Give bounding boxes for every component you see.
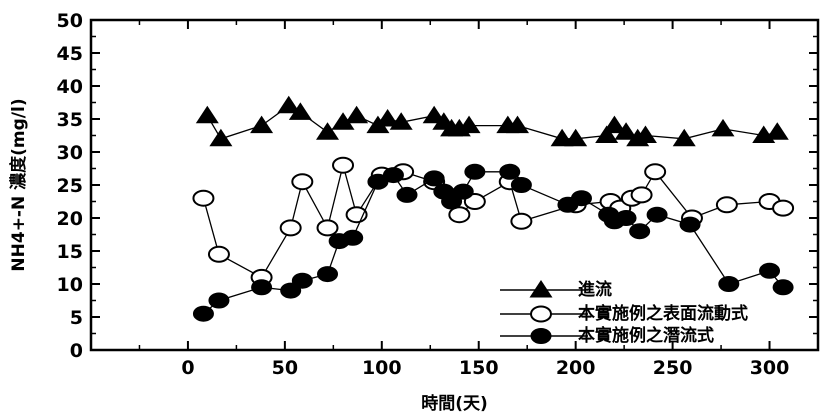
plot-frame <box>89 18 820 352</box>
series-3-point <box>510 177 532 193</box>
series-1-point <box>209 128 233 147</box>
series-3-point <box>499 163 521 180</box>
series-3-point <box>615 210 637 226</box>
legend-marker <box>530 305 552 323</box>
series-2-point <box>279 219 302 237</box>
legend-marker <box>530 328 552 344</box>
y-tick-label: 30 <box>57 142 83 164</box>
y-tick-label: 45 <box>57 43 83 65</box>
series-3-point <box>570 190 592 207</box>
series-3-point <box>718 276 740 292</box>
series-2-point <box>510 212 533 230</box>
legend-label: 進流 <box>578 279 612 300</box>
series-1-point <box>389 112 413 130</box>
series-1-point <box>711 118 735 137</box>
x-tick-label: 300 <box>750 357 790 379</box>
series-1-point <box>288 102 312 120</box>
series-2-point <box>715 196 738 214</box>
series-2-point <box>772 199 795 217</box>
series-1-point <box>250 115 274 134</box>
series-2-point <box>630 186 653 204</box>
x-tick-label: 200 <box>556 357 596 379</box>
plot-border <box>89 18 820 352</box>
series-1-point <box>345 105 369 124</box>
x-axis-title: 時間(天) <box>421 393 488 414</box>
y-tick-label: 50 <box>57 10 83 32</box>
series-2-point <box>332 156 355 174</box>
series-3 <box>192 163 794 322</box>
series-3-point <box>464 163 486 180</box>
legend-item-3: 本實施例之潛流式 <box>500 325 714 346</box>
y-tick-label: 40 <box>57 76 83 98</box>
series-2-point <box>192 189 215 207</box>
series-1-point <box>564 128 588 147</box>
y-tick-label: 35 <box>57 109 83 131</box>
series-1-point <box>765 122 789 140</box>
series-3-point <box>192 305 214 322</box>
series-1 <box>195 95 789 147</box>
series-3-point <box>646 206 668 223</box>
x-tick-label: 150 <box>459 357 499 379</box>
series-3-point <box>396 186 418 203</box>
y-tick-label: 5 <box>70 307 83 329</box>
y-tick-label: 25 <box>57 175 83 197</box>
series-1-point <box>331 112 355 130</box>
legend-item-2: 本實施例之表面流動式 <box>500 303 748 324</box>
series-1-point <box>633 125 657 143</box>
y-tick-label: 10 <box>57 274 83 296</box>
series-3-point <box>629 223 651 240</box>
series-3-point <box>317 266 339 283</box>
series-3-point <box>342 229 364 246</box>
legend-item-1: 進流 <box>500 279 612 300</box>
series-1-point <box>195 105 219 124</box>
series-1-point <box>672 128 696 147</box>
series-2-point <box>448 206 471 224</box>
series-3-point <box>291 272 313 289</box>
series-1-point <box>316 122 340 140</box>
series-2-point <box>207 245 230 263</box>
series-2-point <box>644 163 667 181</box>
legend-label: 本實施例之潛流式 <box>578 325 714 346</box>
y-tick-label: 0 <box>70 340 83 362</box>
y-tick-label: 20 <box>57 208 83 230</box>
series-2 <box>192 156 795 286</box>
series-3-point <box>452 183 474 200</box>
series-1-point <box>376 109 400 127</box>
series-1-point <box>277 95 301 114</box>
series-2-point <box>291 173 314 191</box>
series-layer <box>192 95 795 322</box>
series-3-point <box>772 279 794 296</box>
series-1-point <box>602 115 626 134</box>
x-tick-label: 0 <box>181 357 194 379</box>
legend-marker <box>529 280 553 298</box>
series-3-point <box>423 170 445 187</box>
y-axis-title: NH4+-N 濃度(mg/l) <box>8 98 29 271</box>
x-tick-label: 50 <box>272 357 298 379</box>
x-tick-label: 100 <box>362 357 402 379</box>
series-1-point <box>595 125 619 143</box>
series-3-point <box>759 262 781 279</box>
series-1-point <box>506 115 530 134</box>
y-tick-label: 15 <box>57 241 83 263</box>
series-1-point <box>614 122 638 140</box>
series-2-point <box>316 219 339 237</box>
series-3-point <box>382 167 404 184</box>
axis-ticks: 0 5 10 15 20 25 30 35 40 45 50 0 50 100 150 200 250 300 <box>57 10 819 379</box>
legend-label: 本實施例之表面流動式 <box>578 303 748 324</box>
series-3-point <box>679 216 701 233</box>
series-3-point <box>208 292 230 309</box>
series-1-point <box>457 115 481 134</box>
x-tick-label: 250 <box>653 357 693 379</box>
series-3-point <box>251 279 273 296</box>
